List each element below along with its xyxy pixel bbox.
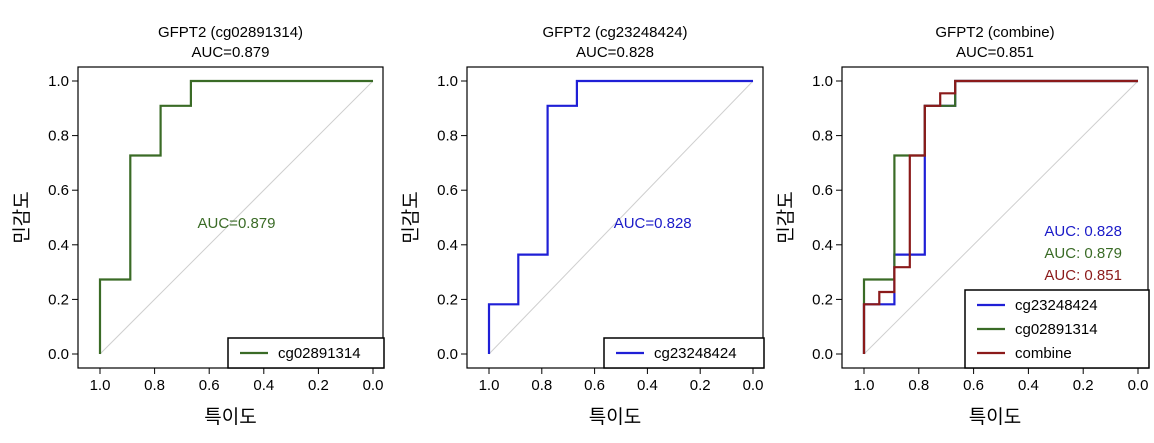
x-axis-label: 특이도 xyxy=(204,406,256,428)
y-tick-label: 0.2 xyxy=(48,291,69,308)
y-tick-label: 0.2 xyxy=(812,291,833,308)
y-tick-label: 0.6 xyxy=(437,182,458,199)
y-tick-label: 0.6 xyxy=(812,182,833,199)
legend-label: cg23248424 xyxy=(654,345,737,362)
roc-curve-cg02891314 xyxy=(98,79,373,354)
reference-diagonal xyxy=(863,80,1139,355)
y-tick-label: 0.0 xyxy=(48,346,69,363)
x-tick-label: 0.4 xyxy=(1018,377,1039,394)
y-axis-label: 민감도 xyxy=(775,191,797,243)
x-tick-label: 0.2 xyxy=(690,377,711,394)
y-axis-label: 민감도 xyxy=(400,191,422,243)
x-tick-label: 0.8 xyxy=(531,377,552,394)
x-tick-label: 0.0 xyxy=(1128,377,1149,394)
x-tick-label: 1.0 xyxy=(479,377,500,394)
chart-title: GFPT2 (cg23248424) xyxy=(542,24,687,41)
y-tick-label: 0.0 xyxy=(812,346,833,363)
legend-label: cg02891314 xyxy=(278,345,361,362)
reference-diagonal xyxy=(488,80,754,355)
auc-annotation: AUC: 0.851 xyxy=(1044,267,1122,284)
y-tick-label: 0.4 xyxy=(812,237,833,254)
y-tick-label: 0.4 xyxy=(48,237,69,254)
chart-subtitle: AUC=0.851 xyxy=(956,44,1034,61)
x-axis-label: 특이도 xyxy=(589,406,641,428)
legend-label: combine xyxy=(1015,345,1072,362)
chart-title: GFPT2 (combine) xyxy=(935,24,1054,41)
y-axis-label: 민감도 xyxy=(11,191,33,243)
x-tick-label: 0.4 xyxy=(253,377,274,394)
y-tick-label: 1.0 xyxy=(48,73,69,90)
roc-panel-3: GFPT2 (combine) AUC=0.851 1.0 0.8 0.6 0.4 0.2 0… xyxy=(775,24,1150,428)
y-tick-label: 0.8 xyxy=(48,128,69,145)
chart-subtitle: AUC=0.828 xyxy=(576,44,654,61)
legend-label: cg23248424 xyxy=(1015,297,1098,314)
auc-annotation: AUC: 0.879 xyxy=(1044,245,1122,262)
x-tick-label: 0.8 xyxy=(144,377,165,394)
x-tick-label: 1.0 xyxy=(90,377,111,394)
y-tick-label: 1.0 xyxy=(437,73,458,90)
roc-curve-cg23248424 xyxy=(487,79,753,354)
chart-title: GFPT2 (cg02891314) xyxy=(158,24,303,41)
x-tick-label: 0.2 xyxy=(308,377,329,394)
roc-curve-combine xyxy=(862,79,1138,354)
legend: cg23248424 xyxy=(603,337,765,369)
x-axis-label: 특이도 xyxy=(969,406,1021,428)
auc-annotation: AUC=0.879 xyxy=(198,215,276,232)
y-tick-label: 0.6 xyxy=(48,182,69,199)
chart-subtitle: AUC=0.879 xyxy=(192,44,270,61)
y-tick-label: 0.8 xyxy=(437,128,458,145)
x-tick-label: 0.2 xyxy=(1073,377,1094,394)
reference-diagonal xyxy=(99,80,374,355)
y-tick-label: 0.0 xyxy=(437,346,458,363)
x-tick-label: 0.6 xyxy=(584,377,605,394)
x-tick-label: 0.6 xyxy=(199,377,220,394)
legend: cg02891314 xyxy=(227,337,385,369)
x-tick-label: 1.0 xyxy=(854,377,875,394)
x-tick-label: 0.0 xyxy=(743,377,764,394)
legend-label: cg02891314 xyxy=(1015,321,1098,338)
roc-panel-1: GFPT2 (cg02891314) AUC=0.879 1.0 0.8 0.6 0.4 0… xyxy=(11,24,385,428)
auc-annotation: AUC: 0.828 xyxy=(1044,223,1122,240)
y-tick-label: 0.2 xyxy=(437,291,458,308)
x-tick-label: 0.6 xyxy=(963,377,984,394)
auc-annotation: AUC=0.828 xyxy=(614,215,692,232)
x-tick-label: 0.0 xyxy=(363,377,384,394)
x-tick-label: 0.8 xyxy=(908,377,929,394)
x-tick-label: 0.4 xyxy=(637,377,658,394)
legend: cg23248424 cg02891314 combine xyxy=(964,289,1150,369)
y-tick-label: 1.0 xyxy=(812,73,833,90)
roc-panel-2: GFPT2 (cg23248424) AUC=0.828 1.0 0.8 0.6 0.4 0… xyxy=(400,24,765,428)
y-tick-label: 0.8 xyxy=(812,128,833,145)
y-tick-label: 0.4 xyxy=(437,237,458,254)
